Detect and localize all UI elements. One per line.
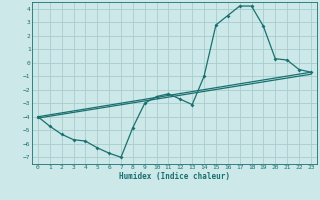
X-axis label: Humidex (Indice chaleur): Humidex (Indice chaleur): [119, 172, 230, 181]
